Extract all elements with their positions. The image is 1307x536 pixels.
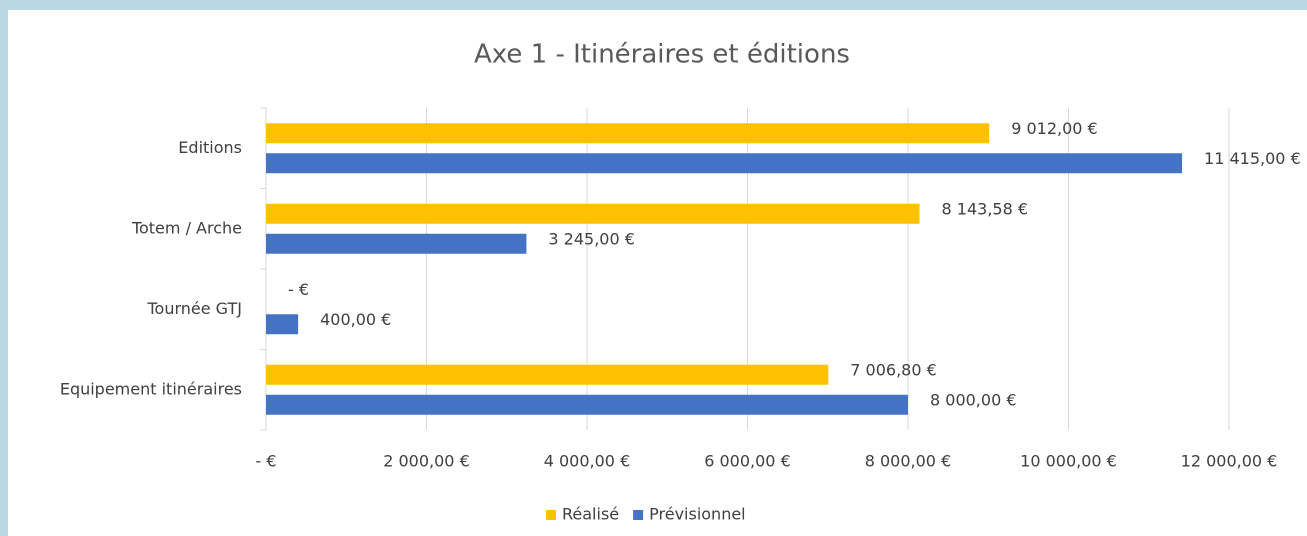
y-tick-label: Equipement itinéraires (60, 379, 242, 398)
data-label: 400,00 € (320, 310, 391, 329)
bar (266, 233, 527, 254)
bar (266, 314, 299, 335)
x-tick-label: 8 000,00 € (865, 452, 952, 471)
data-label: - € (288, 280, 309, 299)
data-label: 7 006,80 € (850, 360, 937, 379)
y-tick-label: Editions (178, 138, 242, 157)
legend-swatch (546, 510, 556, 520)
data-label: 3 245,00 € (548, 229, 635, 248)
bar (266, 364, 829, 385)
data-label: 8 000,00 € (930, 390, 1017, 409)
x-tick-label: 10 000,00 € (1020, 452, 1117, 471)
data-label: 9 012,00 € (1011, 119, 1098, 138)
y-tick-label: Tournée GTJ (146, 299, 242, 318)
x-tick-label: 4 000,00 € (544, 452, 631, 471)
bar (266, 203, 920, 224)
data-label: 8 143,58 € (942, 199, 1029, 218)
data-label: 11 415,00 € (1204, 149, 1301, 168)
bar (266, 123, 990, 144)
legend-label: Prévisionnel (649, 505, 746, 524)
bar (266, 394, 908, 415)
chart-title: Axe 1 - Itinéraires et éditions (474, 40, 850, 70)
chart-area (8, 10, 1307, 536)
legend-label: Réalisé (562, 505, 619, 524)
y-tick-label: Totem / Arche (131, 218, 242, 237)
x-tick-label: 12 000,00 € (1181, 452, 1278, 471)
x-tick-label: - € (255, 452, 276, 471)
x-tick-label: 6 000,00 € (704, 452, 791, 471)
bar (266, 153, 1183, 174)
legend-swatch (633, 510, 644, 520)
x-tick-label: 2 000,00 € (383, 452, 470, 471)
